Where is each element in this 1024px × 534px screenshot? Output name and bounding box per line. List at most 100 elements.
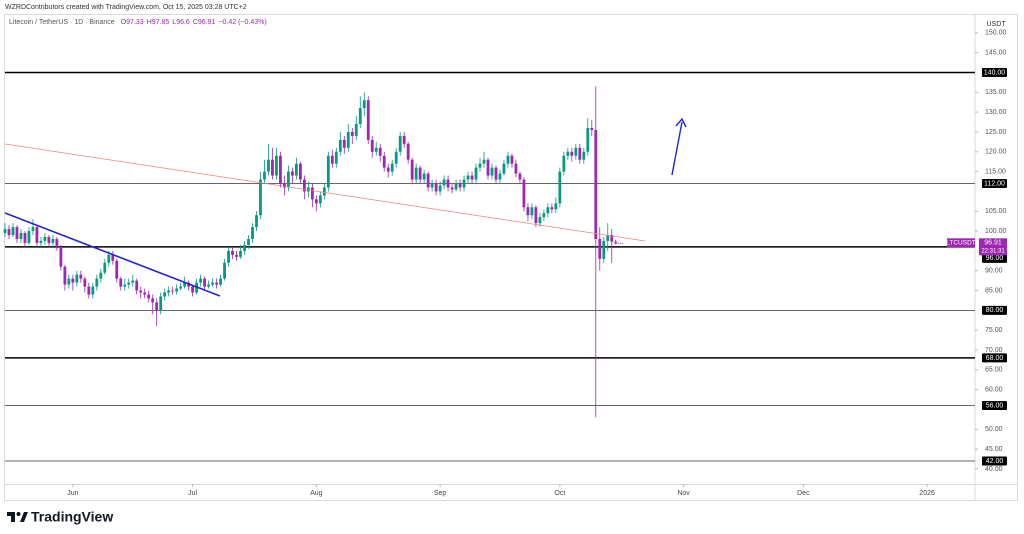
- candle-body: [263, 171, 266, 180]
- candle-body: [374, 147, 378, 152]
- candle-body: [458, 183, 462, 188]
- candle-body: [91, 286, 95, 295]
- level-label-box: [982, 178, 1007, 188]
- legend-item: 96.91: [198, 19, 216, 26]
- candle-body: [67, 278, 71, 285]
- candle-body: [95, 278, 99, 287]
- candle-body: [199, 278, 202, 283]
- candle-body: [183, 282, 187, 287]
- candle-body: [358, 108, 362, 125]
- candle-body: [610, 235, 614, 242]
- candle-body: [366, 100, 370, 140]
- candle-body: [314, 199, 318, 204]
- candle-body: [602, 240, 606, 259]
- plot: [3, 71, 975, 462]
- candle-body: [526, 207, 530, 216]
- legend-item: O: [121, 19, 127, 26]
- candle-body: [275, 155, 278, 176]
- candle-body: [558, 171, 562, 204]
- candle-body: [390, 163, 394, 172]
- candle-body: [23, 233, 27, 243]
- legend-item: H: [147, 19, 152, 26]
- trend-line: [4, 212, 221, 297]
- candle-body: [31, 227, 35, 232]
- y-tick-label: 135.00: [985, 89, 1007, 96]
- axis-unit: USDT: [986, 21, 1006, 28]
- candle-body: [139, 290, 143, 293]
- candle-body: [530, 207, 534, 216]
- candle-body: [478, 163, 482, 168]
- candle-body: [510, 155, 514, 164]
- candle-body: [306, 187, 310, 192]
- candle-body: [43, 237, 47, 241]
- candle-body: [219, 278, 222, 285]
- candle-body: [422, 173, 426, 180]
- arrow-head: [675, 117, 687, 128]
- legend-item: 96.6: [176, 19, 190, 26]
- candle-body: [362, 100, 366, 109]
- legend-item: 97.85: [152, 19, 170, 26]
- candle-body: [418, 167, 422, 180]
- candle-body: [247, 238, 250, 245]
- candle-body: [470, 175, 474, 180]
- candle-body: [63, 266, 67, 285]
- candle-body: [554, 203, 558, 210]
- symbol-badge-label: LTCUSDT: [946, 240, 976, 247]
- candle-body: [107, 254, 111, 263]
- candle-body: [350, 131, 354, 136]
- candle-body: [47, 237, 51, 243]
- candle-body: [482, 159, 486, 164]
- candle-body: [3, 229, 7, 234]
- y-tick-label: 150.00: [985, 30, 1007, 37]
- candle-body: [434, 183, 438, 192]
- candle-body: [322, 187, 326, 196]
- candle-body: [239, 250, 242, 257]
- y-tick-label: 120.00: [985, 149, 1007, 156]
- candle-body: [243, 244, 246, 251]
- legend-item: −0.42 (−0.43%): [218, 19, 266, 26]
- candle-body: [338, 139, 342, 152]
- level-label: 42.00: [986, 458, 1004, 465]
- candle-body: [131, 280, 135, 283]
- candle-body: [446, 179, 450, 188]
- level-label: 56.00: [986, 402, 1004, 409]
- candle-body: [167, 290, 171, 293]
- candle-body: [231, 250, 234, 255]
- level-label: 80.00: [986, 307, 1004, 314]
- y-tick-label: 85.00: [985, 287, 1003, 294]
- candle-body: [502, 163, 506, 174]
- candle-body: [310, 187, 314, 200]
- countdown: 22:31:31: [981, 248, 1005, 254]
- candle-body: [163, 292, 167, 297]
- y-tick-label: 145.00: [985, 50, 1007, 57]
- candle-body: [15, 227, 19, 239]
- candle-body: [574, 147, 578, 156]
- candle-body: [179, 286, 183, 289]
- y-tick-label: 65.00: [985, 367, 1003, 374]
- candle-body: [318, 195, 322, 204]
- candle-body: [127, 282, 131, 285]
- candle-body: [614, 241, 618, 244]
- candle-body: [83, 278, 87, 287]
- candle-body: [518, 173, 522, 180]
- level-label: 68.00: [986, 355, 1004, 362]
- candle-body: [119, 278, 123, 287]
- candle-body: [79, 274, 83, 279]
- logo-mark: [16, 512, 21, 516]
- candle-body: [586, 127, 590, 152]
- y-tick-label: 50.00: [985, 426, 1003, 433]
- level-label-box: [982, 401, 1007, 411]
- candle-body: [151, 298, 155, 303]
- candle-body: [590, 127, 594, 130]
- frame: [4, 14, 1018, 501]
- y-tick-label: 40.00: [985, 466, 1003, 473]
- y-tick-label: 75.00: [985, 327, 1003, 334]
- candle-body: [115, 260, 119, 279]
- logo: [7, 512, 28, 522]
- candle-body: [326, 155, 330, 188]
- candle-body: [211, 282, 214, 285]
- candle-body: [191, 286, 195, 293]
- candle-body: [414, 167, 418, 180]
